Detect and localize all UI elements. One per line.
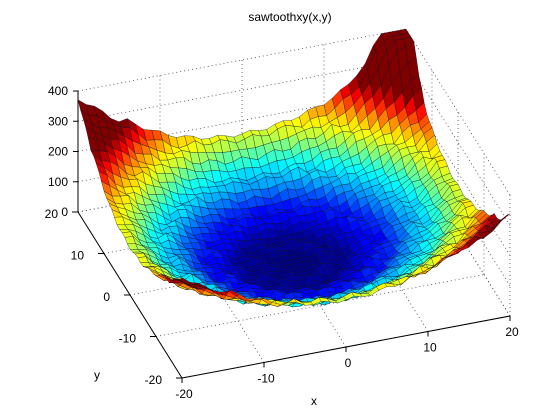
y-tick-label: -10 [119,332,137,346]
grid-line-floor-x [241,180,347,348]
chart-title: sawtoothxy(x,y) [248,10,331,24]
z-tick-label: 0 [61,205,68,219]
y-tick-label: -20 [145,373,163,387]
z-tick-label: 200 [48,145,68,159]
grid-line-right-z [405,119,511,286]
x-tick-label: 20 [505,325,519,339]
x-tick-label: 0 [345,356,352,370]
surface-facet [499,213,511,222]
y-tick-label: 10 [71,249,85,263]
grid-line-floor-x [323,165,429,332]
y-tick-label: 0 [103,290,110,304]
grid-line-floor-x [405,149,511,317]
x-tick-label: 10 [423,341,437,355]
grid-line-right-z [405,28,511,196]
z-tick-label: 100 [48,175,68,189]
x-axis-label: x [311,394,317,408]
y-tick-label: 20 [45,207,59,221]
y-axis-label: y [94,368,100,382]
z-tick-label: 400 [48,84,68,98]
x-tick-label: -20 [175,387,193,401]
x-tick-label: -10 [257,372,275,386]
z-tick-label: 300 [48,114,68,128]
grid-line-floor-x [159,196,265,363]
grid-line-right-z [405,59,511,226]
surface-mesh [77,28,511,308]
